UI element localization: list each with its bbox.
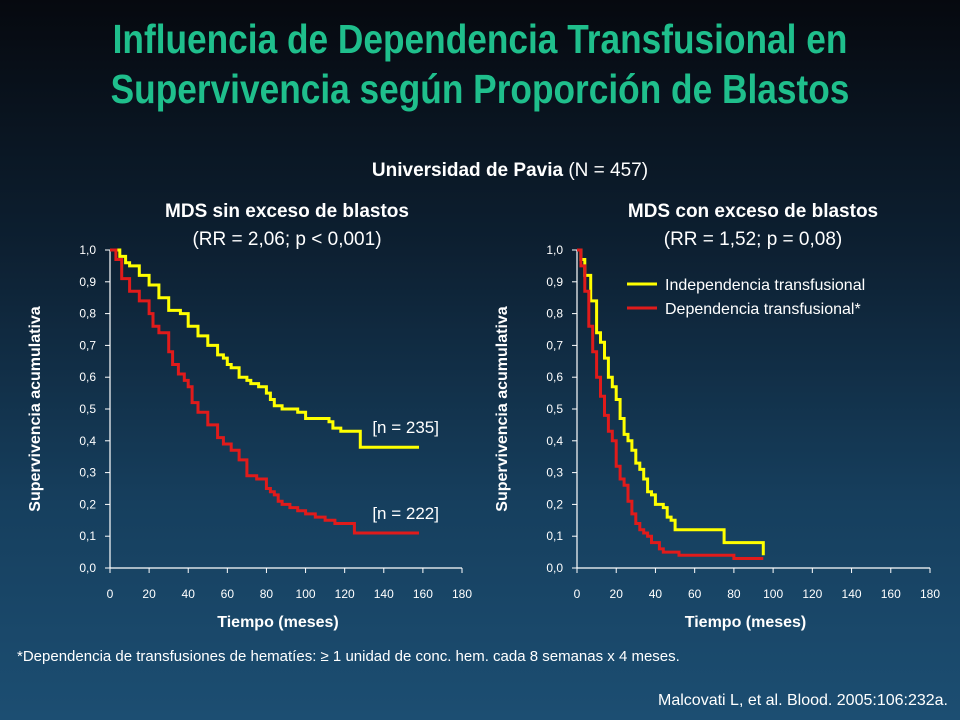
left-y-tick-label: 0,0	[79, 561, 96, 575]
left-x-tick-label: 0	[107, 587, 114, 601]
left-y-tick-label: 0,1	[79, 529, 96, 543]
right-panel-title: MDS con exceso de blastos (RR = 1,52; p …	[553, 198, 953, 254]
right-y-tick-label: 0,5	[546, 402, 563, 416]
left-x-tick-label: 100	[296, 587, 316, 601]
left-series-dependencia	[110, 248, 419, 535]
left-x-tick-label: 140	[374, 587, 394, 601]
left-chart-subtitle: (RR = 2,06; p < 0,001)	[192, 229, 382, 250]
right-y-tick-label: 0,3	[546, 466, 563, 480]
right-x-tick-label: 120	[802, 587, 822, 601]
left-n-annotation: [n = 222]	[372, 504, 439, 523]
right-x-tick-label: 40	[649, 587, 663, 601]
slide-subtitle: Universidad de Pavia (N = 457)	[0, 160, 960, 182]
left-x-axis-label: Tiempo (meses)	[217, 614, 339, 631]
right-y-tick-label: 0,8	[546, 307, 563, 321]
left-y-tick-label: 0,3	[79, 466, 96, 480]
left-y-tick-label: 0,5	[79, 402, 96, 416]
right-x-tick-label: 180	[920, 587, 940, 601]
left-chart-title: MDS sin exceso de blastos	[165, 201, 409, 222]
left-y-tick-label: 0,4	[79, 434, 96, 448]
right-x-tick-label: 0	[574, 587, 581, 601]
slide-title: Influencia de Dependencia Transfusional …	[67, 14, 893, 114]
footnote: *Dependencia de transfusiones de hematíe…	[17, 648, 680, 665]
right-x-tick-label: 140	[842, 587, 862, 601]
slide-title-line2: Supervivencia según Proporción de Blasto…	[110, 66, 850, 112]
right-series-dependencia	[577, 248, 764, 560]
subtitle-institution: Universidad de Pavia	[371, 160, 564, 181]
right-y-tick-label: 0,0	[546, 561, 563, 575]
left-y-axis-label: Supervivencia acumulativa	[27, 306, 44, 512]
slide-title-line1: Influencia de Dependencia Transfusional …	[112, 16, 848, 62]
left-x-tick-label: 160	[413, 587, 433, 601]
citation: Malcovati L, et al. Blood. 2005:106:232a…	[658, 692, 948, 709]
right-x-tick-label: 100	[763, 587, 783, 601]
left-x-tick-label: 80	[260, 587, 274, 601]
right-x-tick-label: 80	[727, 587, 741, 601]
left-x-tick-label: 60	[221, 587, 235, 601]
right-y-tick-label: 0,9	[546, 275, 563, 289]
left-y-tick-label: 0,8	[79, 307, 96, 321]
left-x-tick-label: 180	[452, 587, 472, 601]
left-y-tick-label: 1,0	[79, 243, 96, 257]
right-x-tick-label: 60	[688, 587, 702, 601]
right-y-tick-label: 0,4	[546, 434, 563, 448]
right-x-tick-label: 20	[610, 587, 624, 601]
left-y-tick-label: 0,2	[79, 497, 96, 511]
right-y-axis-label: Supervivencia acumulativa	[494, 306, 511, 512]
right-y-tick-label: 0,6	[546, 370, 563, 384]
left-y-tick-label: 0,7	[79, 338, 96, 352]
right-y-tick-label: 0,2	[546, 497, 563, 511]
right-chart-title: MDS con exceso de blastos	[627, 201, 879, 222]
subtitle-sample-size: (N = 457)	[563, 160, 649, 181]
legend-label-dependencia: Dependencia transfusional*	[665, 301, 861, 318]
left-x-tick-label: 20	[142, 587, 156, 601]
right-x-tick-label: 160	[881, 587, 901, 601]
left-y-tick-label: 0,6	[79, 370, 96, 384]
left-x-tick-label: 40	[182, 587, 196, 601]
left-panel-title: MDS sin exceso de blastos (RR = 2,06; p …	[87, 198, 487, 254]
right-x-axis-label: Tiempo (meses)	[685, 614, 807, 631]
left-n-annotation: [n = 235]	[372, 418, 439, 437]
right-series-independencia	[577, 248, 765, 556]
left-series-independencia	[110, 248, 419, 449]
right-chart-subtitle: (RR = 1,52; p = 0,08)	[663, 229, 843, 250]
right-y-tick-label: 0,1	[546, 529, 563, 543]
right-y-tick-label: 1,0	[546, 243, 563, 257]
right-y-tick-label: 0,7	[546, 338, 563, 352]
legend-label-independencia: Independencia transfusional	[665, 277, 865, 294]
left-x-tick-label: 120	[335, 587, 355, 601]
left-y-tick-label: 0,9	[79, 275, 96, 289]
